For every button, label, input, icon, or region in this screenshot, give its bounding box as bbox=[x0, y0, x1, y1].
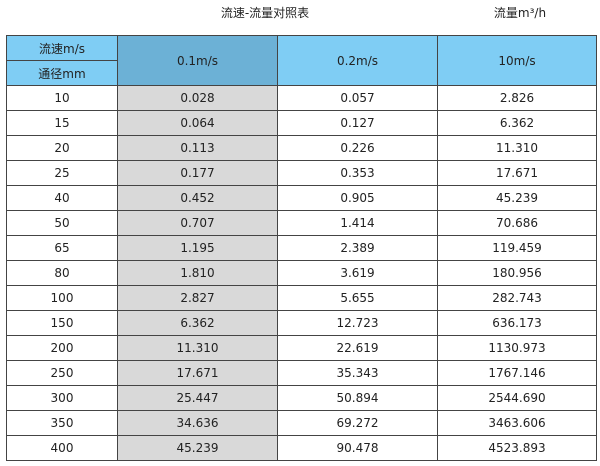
diameter-cell: 200 bbox=[6, 335, 118, 361]
flow-cell: 0.177 bbox=[117, 160, 278, 186]
flow-cell: 6.362 bbox=[117, 310, 278, 336]
flow-cell: 2.827 bbox=[117, 285, 278, 311]
flow-cell: 0.028 bbox=[117, 85, 278, 111]
flow-cell: 119.459 bbox=[437, 235, 597, 261]
flow-cell: 0.127 bbox=[277, 110, 438, 136]
flow-cell: 22.619 bbox=[277, 335, 438, 361]
diameter-cell: 25 bbox=[6, 160, 118, 186]
flow-cell: 0.707 bbox=[117, 210, 278, 236]
flow-cell: 180.956 bbox=[437, 260, 597, 286]
table-row: 65 1.195 2.389 119.459 bbox=[6, 235, 597, 261]
table-row: 50 0.707 1.414 70.686 bbox=[6, 210, 597, 236]
diameter-cell: 40 bbox=[6, 185, 118, 211]
flow-cell: 2544.690 bbox=[437, 385, 597, 411]
table-row: 40 0.452 0.905 45.239 bbox=[6, 185, 597, 211]
diameter-cell: 100 bbox=[6, 285, 118, 311]
table-row: 10 0.028 0.057 2.826 bbox=[6, 85, 597, 111]
column-header-0.1: 0.1m/s bbox=[117, 35, 278, 86]
flow-cell: 0.353 bbox=[277, 160, 438, 186]
flow-cell: 2.826 bbox=[437, 85, 597, 111]
flow-cell: 70.686 bbox=[437, 210, 597, 236]
flow-cell: 45.239 bbox=[437, 185, 597, 211]
flow-cell: 34.636 bbox=[117, 410, 278, 436]
flow-cell: 25.447 bbox=[117, 385, 278, 411]
flow-cell: 0.905 bbox=[277, 185, 438, 211]
flow-cell: 1130.973 bbox=[437, 335, 597, 361]
flow-cell: 11.310 bbox=[437, 135, 597, 161]
flow-cell: 12.723 bbox=[277, 310, 438, 336]
flow-cell: 0.057 bbox=[277, 85, 438, 111]
diameter-cell: 300 bbox=[6, 385, 118, 411]
flow-cell: 1.195 bbox=[117, 235, 278, 261]
flow-cell: 45.239 bbox=[117, 435, 278, 461]
diameter-cell: 20 bbox=[6, 135, 118, 161]
diameter-cell: 150 bbox=[6, 310, 118, 336]
table-row: 400 45.239 90.478 4523.893 bbox=[6, 435, 597, 461]
flow-cell: 11.310 bbox=[117, 335, 278, 361]
diameter-cell: 65 bbox=[6, 235, 118, 261]
flow-unit-label: 流量m³/h bbox=[493, 6, 547, 20]
flow-cell: 17.671 bbox=[117, 360, 278, 386]
table-row: 250 17.671 35.343 1767.146 bbox=[6, 360, 597, 386]
table-row: 150 6.362 12.723 636.173 bbox=[6, 310, 597, 336]
table-row: 15 0.064 0.127 6.362 bbox=[6, 110, 597, 136]
flow-cell: 0.113 bbox=[117, 135, 278, 161]
flow-cell: 50.894 bbox=[277, 385, 438, 411]
diameter-cell: 400 bbox=[6, 435, 118, 461]
flow-cell: 4523.893 bbox=[437, 435, 597, 461]
diameter-cell: 250 bbox=[6, 360, 118, 386]
flow-cell: 3463.606 bbox=[437, 410, 597, 436]
table-row: 350 34.636 69.272 3463.606 bbox=[6, 410, 597, 436]
table-row: 100 2.827 5.655 282.743 bbox=[6, 285, 597, 311]
table-row: 20 0.113 0.226 11.310 bbox=[6, 135, 597, 161]
flow-cell: 282.743 bbox=[437, 285, 597, 311]
column-header-0.2: 0.2m/s bbox=[277, 35, 438, 86]
flow-cell: 17.671 bbox=[437, 160, 597, 186]
flow-cell: 1.414 bbox=[277, 210, 438, 236]
flow-cell: 3.619 bbox=[277, 260, 438, 286]
diameter-cell: 15 bbox=[6, 110, 118, 136]
diameter-cell: 10 bbox=[6, 85, 118, 111]
table-row: 300 25.447 50.894 2544.690 bbox=[6, 385, 597, 411]
flow-cell: 6.362 bbox=[437, 110, 597, 136]
table-title: 流速-流量对照表 bbox=[220, 6, 310, 20]
flow-cell: 1767.146 bbox=[437, 360, 597, 386]
flow-cell: 0.226 bbox=[277, 135, 438, 161]
flow-cell: 90.478 bbox=[277, 435, 438, 461]
column-header-10: 10m/s bbox=[437, 35, 597, 86]
diameter-cell: 80 bbox=[6, 260, 118, 286]
corner-velocity-label: 流速m/s bbox=[6, 35, 118, 61]
diameter-cell: 350 bbox=[6, 410, 118, 436]
flow-cell: 35.343 bbox=[277, 360, 438, 386]
flow-velocity-table: 流速m/s 0.1m/s 0.2m/s 10m/s 通径mm 10 0.028 0.… bbox=[6, 35, 597, 461]
flow-cell: 5.655 bbox=[277, 285, 438, 311]
flow-cell: 69.272 bbox=[277, 410, 438, 436]
flow-cell: 2.389 bbox=[277, 235, 438, 261]
flow-cell: 1.810 bbox=[117, 260, 278, 286]
flow-cell: 636.173 bbox=[437, 310, 597, 336]
flow-cell: 0.452 bbox=[117, 185, 278, 211]
table-row: 25 0.177 0.353 17.671 bbox=[6, 160, 597, 186]
table-row: 200 11.310 22.619 1130.973 bbox=[6, 335, 597, 361]
diameter-cell: 50 bbox=[6, 210, 118, 236]
flow-cell: 0.064 bbox=[117, 110, 278, 136]
corner-diameter-label: 通径mm bbox=[6, 60, 118, 86]
table-row: 80 1.810 3.619 180.956 bbox=[6, 260, 597, 286]
